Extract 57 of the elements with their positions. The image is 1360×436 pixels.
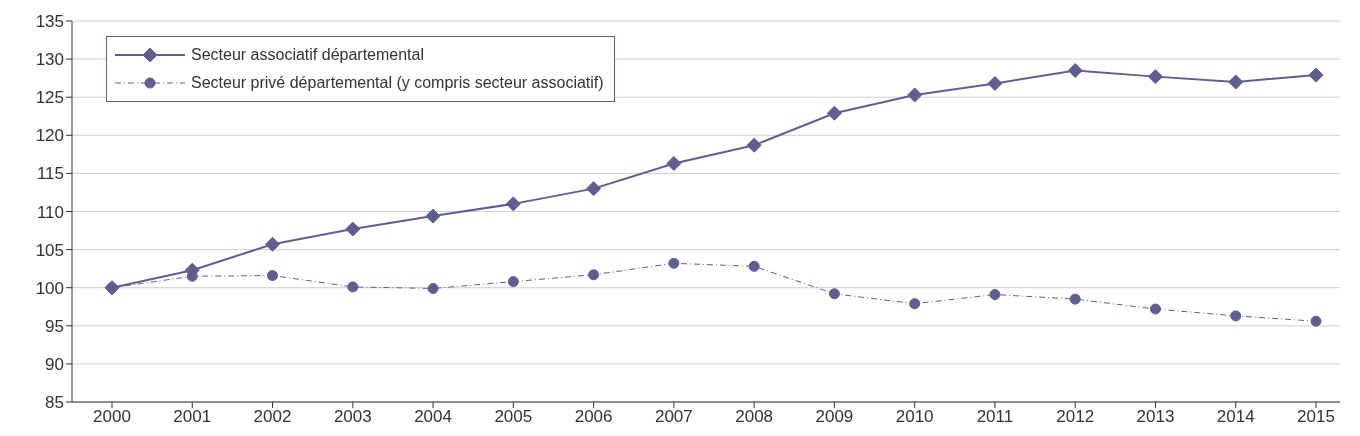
y-tick-label: 105 [35, 240, 64, 260]
point [586, 181, 602, 197]
x-tick-label: 2014 [1216, 407, 1255, 427]
point [1067, 63, 1083, 79]
x-tick-label: 2004 [414, 407, 452, 427]
point [989, 289, 1001, 301]
x-tick-label: 2007 [654, 407, 693, 427]
point [1228, 74, 1244, 90]
x-tick-label: 2005 [494, 407, 533, 427]
y-tick-label: 125 [35, 88, 64, 108]
y-tick-label: 95 [45, 316, 64, 336]
point [1310, 315, 1322, 327]
point [347, 281, 359, 293]
point [267, 270, 279, 282]
legend-label: Secteur associatif départemental [191, 46, 425, 64]
point [666, 155, 682, 171]
y-tick-label: 120 [35, 126, 64, 146]
y-tick-label: 100 [35, 278, 64, 298]
legend-label: Secteur privé départemental (y compris secteur associatif) [191, 74, 604, 92]
point [1149, 303, 1161, 315]
x-tick-label: 2000 [93, 407, 131, 427]
x-tick-label: 2001 [173, 407, 212, 427]
point [588, 269, 600, 281]
point [427, 282, 439, 294]
x-tick-label: 2012 [1056, 407, 1095, 427]
point [1069, 293, 1081, 305]
x-tick-label: 2008 [735, 407, 774, 427]
x-tick-label: 2011 [976, 407, 1014, 427]
x-tick-label: 2006 [574, 407, 613, 427]
point [826, 105, 842, 121]
point [1308, 67, 1324, 83]
point [1230, 310, 1242, 322]
point [265, 236, 281, 252]
y-tick-label: 135 [35, 12, 64, 32]
point [909, 298, 921, 310]
point [1147, 69, 1163, 85]
x-tick-label: 2009 [815, 407, 854, 427]
y-tick-label: 110 [36, 202, 64, 222]
x-tick-label: 2002 [253, 407, 292, 427]
point [507, 276, 519, 288]
y-tick-label: 115 [36, 164, 64, 184]
point [987, 75, 1003, 91]
point [748, 260, 760, 272]
point [505, 196, 521, 212]
point [746, 137, 762, 153]
point [345, 221, 361, 237]
y-tick-label: 85 [45, 393, 64, 413]
point [828, 288, 840, 300]
point [425, 208, 441, 224]
x-tick-label: 2003 [333, 407, 372, 427]
point [668, 257, 680, 269]
x-tick-label: 2013 [1136, 407, 1175, 427]
point [907, 87, 923, 103]
x-tick-label: 2010 [895, 407, 934, 427]
x-tick-label: 2015 [1297, 407, 1335, 427]
y-tick-label: 90 [45, 354, 64, 374]
y-tick-label: 130 [35, 50, 64, 70]
